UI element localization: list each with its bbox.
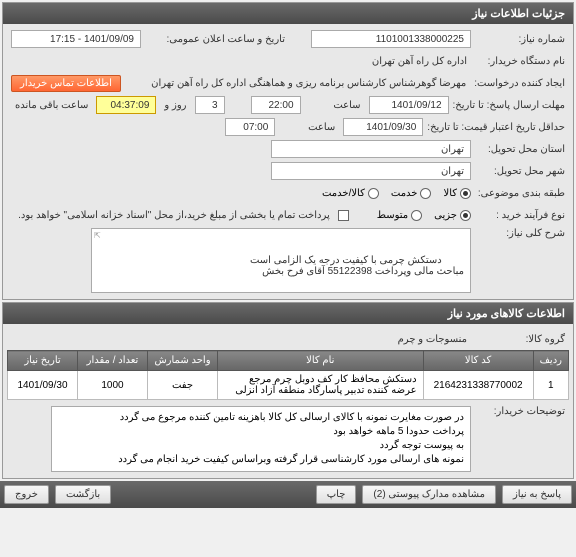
- category-goods-service-label: کالا/خدمت: [322, 188, 365, 199]
- delivery-city-value: تهران: [271, 162, 471, 180]
- exit-button[interactable]: خروج: [4, 485, 49, 504]
- requester-value: مهرضا گوهرشناس کارشناس برنامه ریزی و هما…: [125, 76, 470, 91]
- validity-date-value: 1401/09/30: [343, 118, 423, 136]
- delivery-city-label: شهر محل تحویل:: [475, 166, 565, 177]
- need-info-header: جزئیات اطلاعات نیاز: [3, 3, 573, 24]
- radio-checked-icon: [460, 210, 471, 221]
- table-row[interactable]: 1 2164231338770002 دستکش محافظ کار کف دو…: [8, 371, 569, 400]
- col-date: تاریخ نیاز: [8, 351, 78, 371]
- radio-icon: [411, 210, 422, 221]
- cell-unit: جفت: [148, 371, 218, 400]
- col-unit: واحد شمارش: [148, 351, 218, 371]
- action-bar: پاسخ به نیاز مشاهده مدارک پیوستی (2) چاپ…: [0, 481, 576, 508]
- category-radio-group: کالا خدمت کالا/خدمت: [322, 188, 471, 199]
- category-label: طبقه بندی موضوعی:: [475, 188, 565, 199]
- print-button[interactable]: چاپ: [316, 485, 357, 504]
- category-goods-radio[interactable]: کالا: [443, 188, 471, 199]
- resize-handle-icon: ⇱: [94, 231, 101, 240]
- radio-checked-icon: [460, 188, 471, 199]
- process-radio-group: جزیی متوسط: [377, 210, 471, 221]
- need-info-panel: جزئیات اطلاعات نیاز شماره نیاز: 11010013…: [2, 2, 574, 300]
- validity-time-label: ساعت: [279, 120, 339, 135]
- need-desc-textarea[interactable]: ⇱ دستکش چرمی با کیفیت درجه یک الزامی است…: [91, 228, 471, 293]
- process-label: نوع فرآیند خرید :: [475, 210, 565, 221]
- cell-date: 1401/09/30: [8, 371, 78, 400]
- items-body: گروه کالا: منسوجات و چرم ردیف کد کالا نا…: [3, 324, 573, 478]
- desc-label: شرح کلی نیاز:: [475, 228, 565, 239]
- back-button[interactable]: بازگشت: [55, 485, 111, 504]
- col-name: نام کالا: [218, 351, 424, 371]
- validity-label: حداقل تاریخ اعتبار قیمت: تا تاریخ:: [427, 122, 565, 133]
- reply-button[interactable]: پاسخ به نیاز: [502, 485, 572, 504]
- deadline-date-value: 1401/09/12: [369, 96, 449, 114]
- payment-note: پرداخت تمام یا بخشی از مبلغ خرید،از محل …: [14, 208, 334, 223]
- days-remain-label: روز و: [160, 98, 190, 113]
- group-value: منسوجات و چرم: [394, 332, 471, 347]
- process-small-label: جزیی: [434, 210, 457, 221]
- time-remain-value: 04:37:09: [96, 96, 156, 114]
- delivery-province-label: استان محل تحویل:: [475, 144, 565, 155]
- requester-label: ایجاد کننده درخواست:: [474, 78, 565, 89]
- category-goods-label: کالا: [443, 188, 457, 199]
- category-service-label: خدمت: [391, 188, 418, 199]
- col-qty: تعداد / مقدار: [78, 351, 148, 371]
- process-medium-radio[interactable]: متوسط: [377, 210, 422, 221]
- group-label: گروه کالا:: [475, 334, 565, 345]
- need-info-body: شماره نیاز: 1101001338000225 تاریخ و ساع…: [3, 24, 573, 299]
- items-header: اطلاعات کالاهای مورد نیاز: [3, 303, 573, 324]
- buyer-value: اداره کل راه آهن تهران: [368, 54, 471, 69]
- buyer-notes-box: در صورت مغایرت نمونه با کالای ارسالی کل …: [51, 406, 471, 472]
- need-number-value: 1101001338000225: [311, 30, 471, 48]
- time-remain-suffix: ساعت باقی مانده: [11, 98, 92, 113]
- deadline-label: مهلت ارسال پاسخ: تا تاریخ:: [453, 100, 565, 111]
- contact-buyer-button[interactable]: اطلاعات تماس خریدار: [11, 75, 121, 92]
- category-goods-service-radio[interactable]: کالا/خدمت: [322, 188, 379, 199]
- deadline-time-value: 22:00: [251, 96, 301, 114]
- validity-time-value: 07:00: [225, 118, 275, 136]
- days-remain-value: 3: [195, 96, 225, 114]
- cell-row: 1: [533, 371, 568, 400]
- cell-code: 2164231338770002: [423, 371, 533, 400]
- process-medium-label: متوسط: [377, 210, 408, 221]
- delivery-province-value: تهران: [271, 140, 471, 158]
- payment-checkbox[interactable]: [338, 210, 349, 221]
- cell-qty: 1000: [78, 371, 148, 400]
- deadline-time-label: ساعت: [305, 98, 365, 113]
- cell-name: دستکش محافظ کار کف دوبل چرم مرجع عرضه کن…: [218, 371, 424, 400]
- table-header-row: ردیف کد کالا نام کالا واحد شمارش تعداد /…: [8, 351, 569, 371]
- need-desc-text: دستکش چرمی با کیفیت درجه یک الزامی است م…: [250, 255, 464, 277]
- process-small-radio[interactable]: جزیی: [434, 210, 471, 221]
- public-date-label: تاریخ و ساعت اعلان عمومی:: [145, 34, 285, 45]
- buyer-label: نام دستگاه خریدار:: [475, 56, 565, 67]
- col-row: ردیف: [533, 351, 568, 371]
- need-number-label: شماره نیاز:: [475, 34, 565, 45]
- attachments-button[interactable]: مشاهده مدارک پیوستی (2): [362, 485, 496, 504]
- public-date-value: 1401/09/09 - 17:15: [11, 30, 141, 48]
- col-code: کد کالا: [423, 351, 533, 371]
- radio-icon: [420, 188, 431, 199]
- items-table: ردیف کد کالا نام کالا واحد شمارش تعداد /…: [7, 350, 569, 400]
- category-service-radio[interactable]: خدمت: [391, 188, 432, 199]
- items-panel: اطلاعات کالاهای مورد نیاز گروه کالا: منس…: [2, 302, 574, 479]
- buyer-notes-label: توضیحات خریدار:: [475, 406, 565, 417]
- radio-icon: [368, 188, 379, 199]
